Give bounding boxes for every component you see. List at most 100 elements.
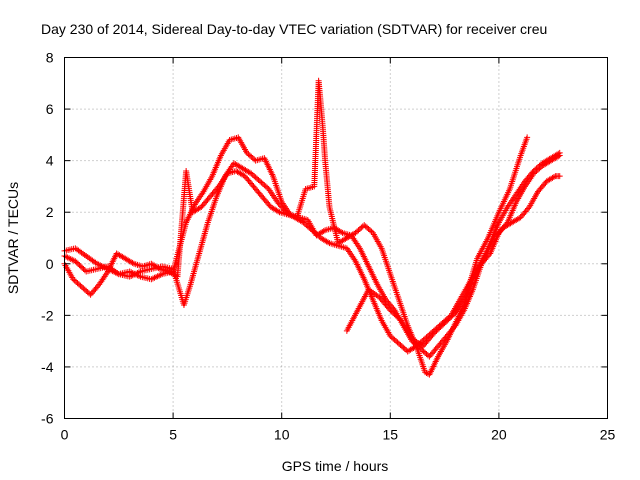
data-point-marker	[75, 260, 82, 267]
y-tick-label: 8	[46, 50, 54, 66]
x-tick-label: 10	[274, 427, 290, 443]
x-axis-label: GPS time / hours	[282, 458, 389, 474]
data-point-marker	[129, 259, 136, 266]
series-track-c	[61, 77, 563, 378]
data-point-marker	[155, 265, 162, 272]
data-point-marker	[251, 173, 258, 180]
axis-ticks: 0 5 10 15 20 25 -6 -4 -2 0 2 4 6 8	[41, 50, 615, 443]
data-point-marker	[392, 312, 399, 319]
data-point-marker	[72, 258, 79, 265]
data-markers	[61, 77, 563, 378]
data-point-marker	[555, 153, 562, 160]
data-point-marker	[533, 167, 540, 174]
data-point-marker	[368, 228, 375, 235]
data-point-marker	[534, 166, 541, 173]
data-point-marker	[442, 318, 449, 325]
data-point-marker	[388, 308, 395, 315]
chart-title: Day 230 of 2014, Sidereal Day-to-day VTE…	[41, 21, 547, 37]
data-point-marker	[356, 225, 363, 232]
data-point-marker	[433, 327, 440, 334]
data-point-marker	[485, 251, 492, 258]
data-point-marker	[437, 323, 444, 330]
x-tick-label: 5	[169, 427, 177, 443]
data-point-marker	[423, 351, 430, 358]
data-point-marker	[261, 182, 268, 189]
data-point-marker	[275, 208, 282, 215]
x-tick-label: 15	[383, 427, 399, 443]
y-tick-label: 2	[46, 204, 54, 220]
data-point-marker	[252, 174, 259, 181]
data-point-marker	[397, 342, 404, 349]
data-point-marker	[386, 305, 393, 312]
data-point-marker	[75, 281, 82, 288]
y-tick-label: 4	[46, 153, 54, 169]
data-point-marker	[365, 225, 372, 232]
data-point-marker	[393, 338, 400, 345]
data-point-marker	[243, 149, 250, 156]
data-point-marker	[447, 314, 454, 321]
data-point-marker	[78, 283, 85, 290]
data-point-marker	[398, 343, 405, 350]
data-point-marker	[391, 336, 398, 343]
data-point-marker	[80, 285, 87, 292]
data-point-marker	[436, 325, 443, 332]
data-point-marker	[367, 227, 374, 234]
data-point-marker	[262, 183, 269, 190]
y-tick-label: -4	[41, 359, 54, 375]
data-point-marker	[254, 175, 261, 182]
data-point-marker	[550, 173, 557, 180]
data-point-marker	[76, 262, 83, 269]
data-point-marker	[536, 165, 543, 172]
x-tick-label: 20	[491, 427, 507, 443]
y-tick-label: -2	[41, 307, 54, 323]
data-point-marker	[394, 339, 401, 346]
data-point-marker	[71, 277, 78, 284]
data-point-marker	[390, 335, 397, 342]
data-point-marker	[361, 222, 368, 229]
data-point-marker	[245, 151, 252, 158]
data-point-marker	[358, 224, 365, 231]
data-point-marker	[524, 134, 531, 141]
data-point-marker	[362, 223, 369, 230]
plot-frame	[64, 57, 608, 419]
data-point-marker	[246, 152, 253, 159]
data-point-marker	[300, 219, 307, 226]
data-point-marker	[256, 178, 263, 185]
x-tick-label: 25	[600, 427, 616, 443]
data-point-marker	[420, 348, 427, 355]
y-axis-label: SDTVAR / TECUs	[5, 182, 21, 294]
data-point-marker	[441, 320, 448, 327]
data-point-marker	[400, 344, 407, 351]
data-point-marker	[444, 317, 451, 324]
data-point-marker	[255, 176, 262, 183]
data-point-marker	[395, 314, 402, 321]
data-point-marker	[81, 286, 88, 293]
data-point-marker	[338, 228, 345, 235]
data-point-marker	[84, 289, 91, 296]
data-point-marker	[77, 282, 84, 289]
series-track-d	[343, 134, 531, 350]
x-tick-label: 0	[61, 427, 69, 443]
data-point-marker	[432, 329, 439, 336]
data-point-marker	[388, 334, 395, 341]
data-point-marker	[401, 345, 408, 352]
data-point-marker	[530, 170, 537, 177]
data-point-marker	[395, 340, 402, 347]
data-point-marker	[429, 331, 436, 338]
data-point-marker	[95, 282, 102, 289]
data-point-marker	[80, 265, 87, 272]
data-point-marker	[325, 239, 332, 246]
data-point-marker	[532, 169, 539, 176]
data-point-marker	[445, 316, 452, 323]
data-point-marker	[449, 312, 456, 319]
data-point-marker	[258, 179, 265, 186]
data-point-marker	[320, 228, 327, 235]
data-point-marker	[259, 180, 266, 187]
data-point-marker	[387, 307, 394, 314]
data-point-marker	[448, 313, 455, 320]
data-point-marker	[391, 311, 398, 318]
data-point-marker	[355, 227, 362, 234]
data-point-marker	[434, 326, 441, 333]
data-point-marker	[525, 205, 532, 212]
data-point-marker	[387, 332, 394, 339]
